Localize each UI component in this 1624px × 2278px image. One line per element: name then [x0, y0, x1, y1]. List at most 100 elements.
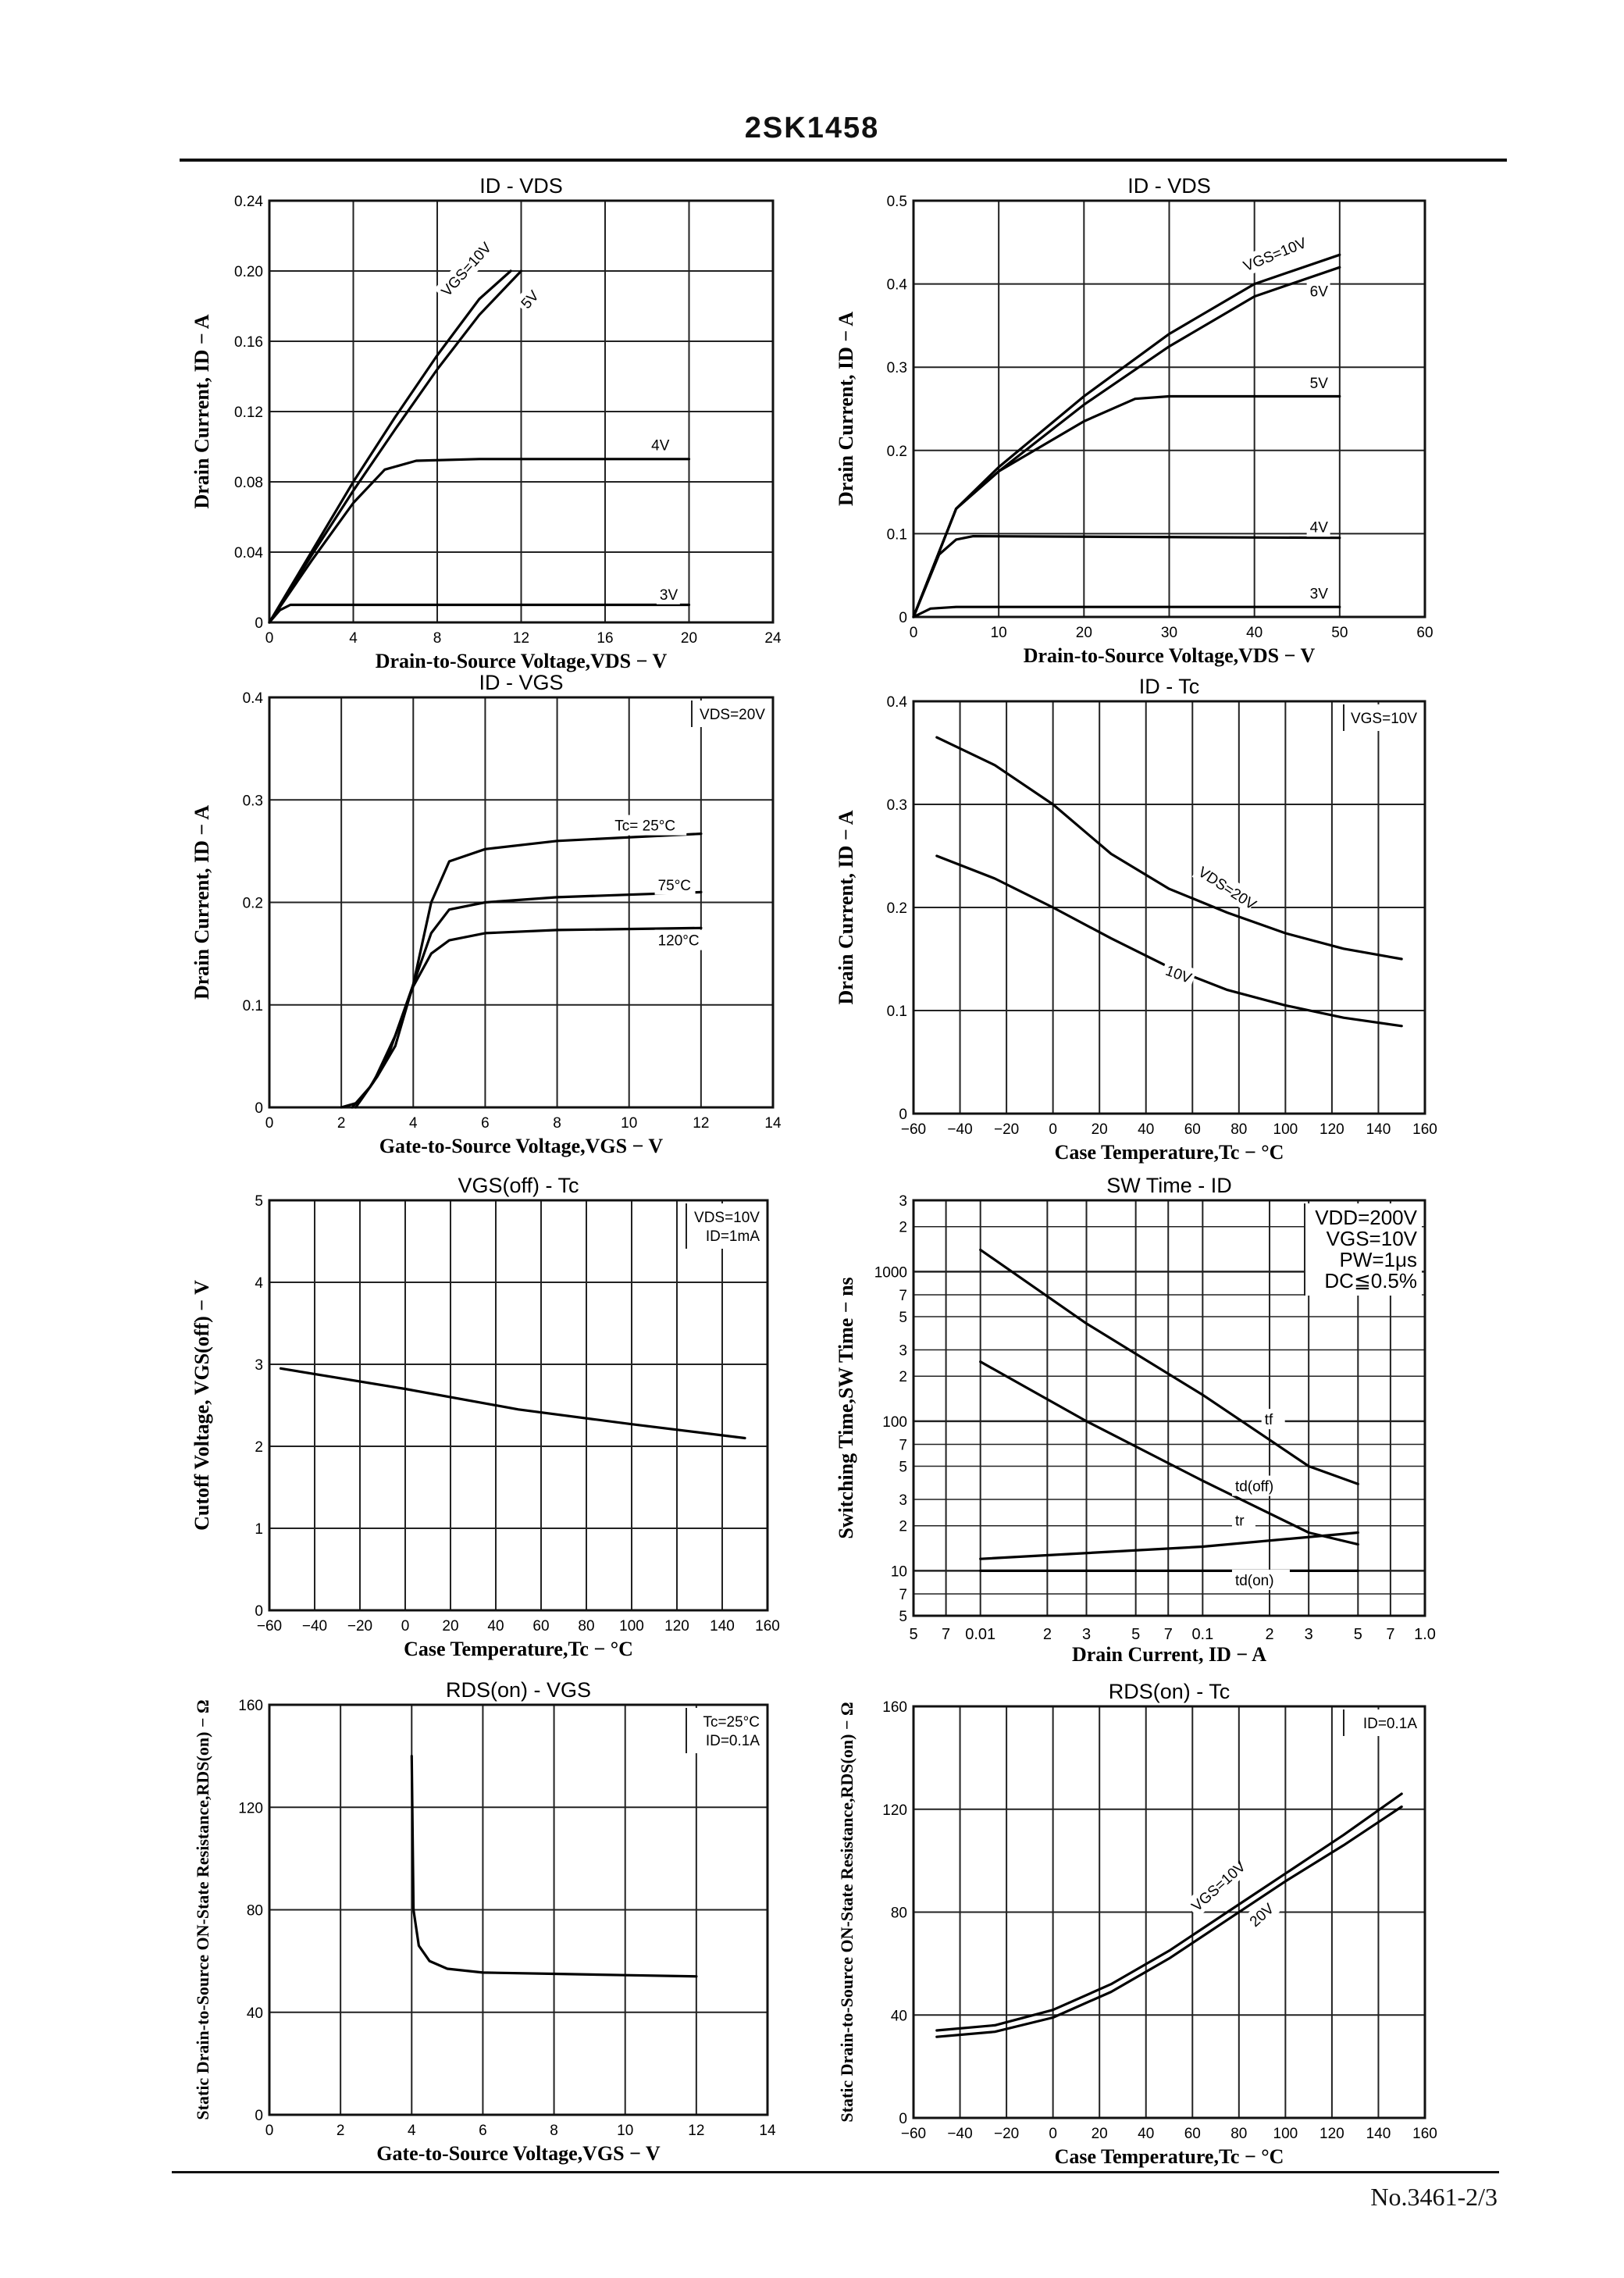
- note-line: Tc=25°C: [703, 1714, 760, 1731]
- note-line: VGS=10V: [1351, 711, 1417, 727]
- chart-title: ID - Tc: [1139, 675, 1200, 698]
- note-line: VDS=20V: [700, 707, 765, 723]
- y-tick-label: 5: [899, 1609, 907, 1625]
- x-tick-label: 0: [910, 625, 918, 641]
- y-tick-label: 10: [891, 1563, 907, 1580]
- x-tick-label: 120: [1320, 2126, 1344, 2142]
- y-tick-label: 120: [238, 1800, 263, 1816]
- x-tick-label: 3: [1082, 1626, 1091, 1643]
- x-tick-label: 60: [532, 1618, 549, 1635]
- series-label: Tc= 25°C: [614, 818, 675, 835]
- series-line: [351, 890, 703, 1109]
- chart-id-tc: −60 −40 −20 0 20 40 60 80 100 120 140 160 0 0.1 0.2 0.3…: [835, 675, 1437, 1164]
- y-tick-label: 0.12: [234, 405, 263, 421]
- y-tick-label: 0.3: [887, 360, 907, 376]
- x-tick-label: 80: [578, 1618, 594, 1635]
- series-label-bg: [648, 434, 672, 455]
- y-tick-label: 0.3: [243, 793, 263, 809]
- x-tick-label: 4: [349, 630, 358, 647]
- x-axis-label: Case Temperature,Tc − °C: [1055, 1141, 1284, 1164]
- x-tick-label: 10: [621, 1115, 637, 1132]
- y-tick-label: 0.2: [887, 444, 907, 460]
- y-tick-label: 3: [255, 1357, 263, 1374]
- series-label-bg: [1237, 233, 1307, 277]
- series-line: [340, 832, 703, 1109]
- y-tick-label: 0: [255, 1603, 263, 1620]
- plot-frame: [912, 700, 1426, 1115]
- y-tick-label: 7: [899, 1288, 907, 1304]
- y-axis-label: Switching Time,SW Time − ns: [835, 1277, 857, 1538]
- y-tick-label: 0.3: [887, 797, 907, 814]
- y-axis-label: Drain Current, ID − A: [191, 805, 213, 1000]
- y-tick-label: 0.5: [887, 194, 907, 210]
- series-label-bg: [654, 929, 704, 950]
- x-tick-label: 12: [513, 630, 529, 647]
- series-label: tf: [1265, 1412, 1273, 1428]
- series-label-bg: [1306, 372, 1330, 393]
- x-tick-label: 120: [1320, 1121, 1344, 1138]
- series-label-bg: [1306, 516, 1330, 537]
- header-rule: [180, 159, 1507, 162]
- series-line: [979, 1248, 1359, 1485]
- x-axis-label: Drain-to-Source Voltage,VDS − V: [376, 650, 668, 672]
- x-tick-label: 140: [1366, 2126, 1391, 2142]
- x-tick-label: 100: [1273, 1121, 1298, 1138]
- x-tick-label: 6: [479, 2123, 487, 2139]
- x-tick-label: −40: [302, 1618, 327, 1635]
- y-tick-label: 120: [882, 1802, 907, 1819]
- x-tick-label: −60: [257, 1618, 282, 1635]
- y-tick-label: 0.1: [887, 1004, 907, 1020]
- x-tick-label: 40: [487, 1618, 504, 1635]
- series-label-bg: [654, 874, 696, 895]
- y-tick-label: 0: [255, 615, 263, 632]
- series-label: 3V: [1310, 586, 1329, 603]
- x-tick-label: 40: [1246, 625, 1263, 641]
- series-label-bg: [514, 283, 545, 315]
- note-line: VDD=200V: [1315, 1206, 1417, 1229]
- series-line: [935, 1792, 1403, 2032]
- y-tick-label: 80: [247, 1903, 263, 1920]
- note-line: PW=1μs: [1339, 1248, 1417, 1271]
- series-label: 4V: [651, 438, 670, 455]
- x-tick-label: 30: [1161, 625, 1177, 641]
- note-box: [1344, 1709, 1422, 1736]
- x-tick-label: 5: [1131, 1626, 1140, 1643]
- series-line: [935, 1805, 1403, 2038]
- y-tick-label: 1: [255, 1521, 263, 1538]
- series-line: [268, 269, 512, 624]
- x-tick-label: 0.1: [1191, 1626, 1213, 1643]
- note-box: [1305, 1203, 1422, 1296]
- x-tick-label: 0: [1049, 2126, 1057, 2142]
- plot-frame: [912, 1199, 1426, 1617]
- y-tick-label: 5: [899, 1310, 907, 1326]
- note-box: [686, 1203, 764, 1249]
- series-line: [279, 1367, 746, 1440]
- x-tick-label: 5: [1354, 1626, 1362, 1643]
- series-label-bg: [433, 240, 494, 303]
- y-tick-label: 0.4: [887, 277, 908, 294]
- series-label: 10V: [1163, 963, 1194, 987]
- y-tick-label: 4: [255, 1275, 263, 1292]
- y-axis-label: Static Drain-to-Source ON-State Resistan…: [193, 1699, 212, 2119]
- x-axis-label: Gate-to-Source Voltage,VGS − V: [376, 2142, 661, 2165]
- x-tick-label: 40: [1138, 2126, 1154, 2142]
- footer-rule: [172, 2171, 1499, 2173]
- x-tick-label: 80: [1230, 1121, 1247, 1138]
- y-tick-label: 0.16: [234, 334, 263, 351]
- x-tick-label: 1.0: [1414, 1626, 1436, 1643]
- y-axis-label: Cutoff Voltage, VGS(off) − V: [191, 1280, 213, 1531]
- series-label: VDS=20V: [1195, 864, 1259, 914]
- x-tick-label: 20: [442, 1618, 458, 1635]
- x-tick-label: 24: [764, 630, 782, 647]
- x-tick-label: 160: [1412, 2126, 1437, 2142]
- series-line: [912, 253, 1341, 619]
- series-label-bg: [1191, 859, 1259, 913]
- y-axis-label: Drain Current, ID − A: [191, 314, 213, 508]
- x-tick-label: 20: [681, 630, 697, 647]
- y-tick-label: 0.1: [243, 998, 263, 1014]
- x-tick-label: 4: [409, 1115, 418, 1132]
- chart-title: VGS(off) - Tc: [458, 1174, 579, 1197]
- x-tick-label: 50: [1331, 625, 1348, 641]
- x-tick-label: 60: [1416, 625, 1433, 641]
